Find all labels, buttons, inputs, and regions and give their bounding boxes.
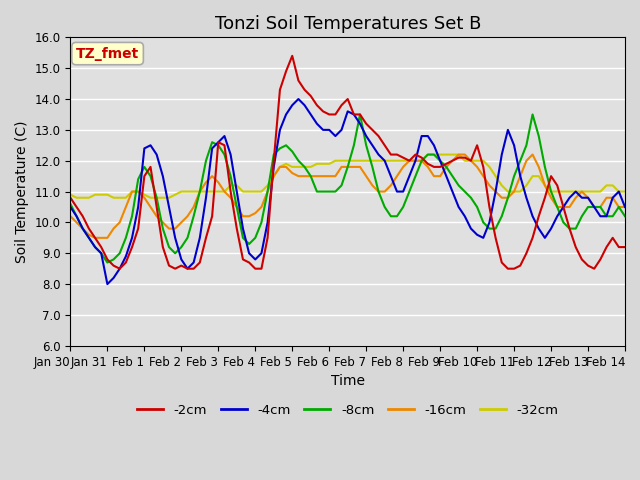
X-axis label: Time: Time	[331, 374, 365, 388]
Legend: -2cm, -4cm, -8cm, -16cm, -32cm: -2cm, -4cm, -8cm, -16cm, -32cm	[132, 399, 564, 422]
Text: TZ_fmet: TZ_fmet	[76, 47, 139, 60]
Y-axis label: Soil Temperature (C): Soil Temperature (C)	[15, 120, 29, 263]
Title: Tonzi Soil Temperatures Set B: Tonzi Soil Temperatures Set B	[214, 15, 481, 33]
